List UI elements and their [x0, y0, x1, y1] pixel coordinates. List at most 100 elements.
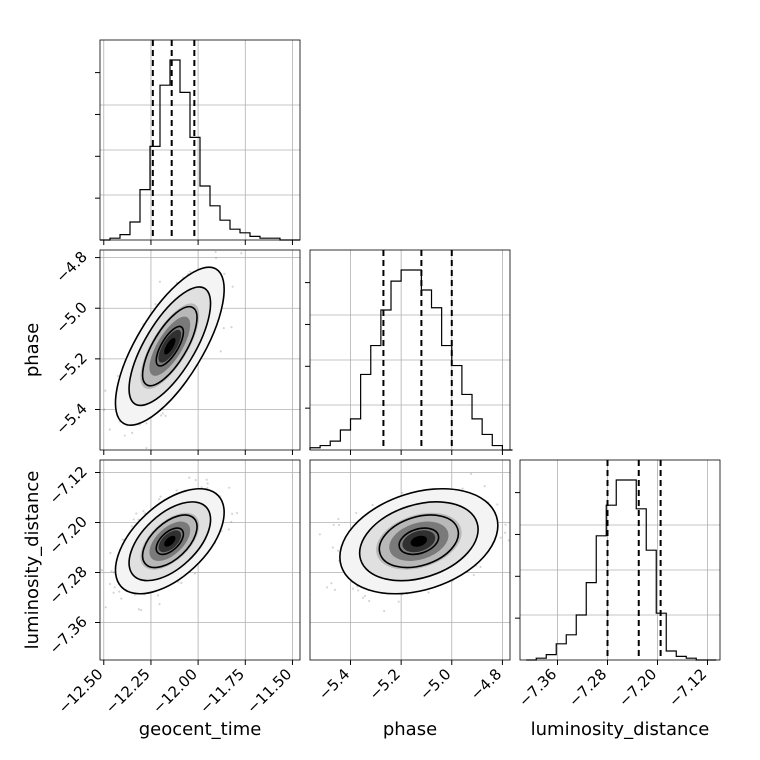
joint-panel-geocent_time__phase [95, 249, 301, 455]
hist-panel-luminosity_distance [515, 459, 721, 665]
xlabel-phase: phase [383, 719, 437, 740]
sample-point [214, 256, 218, 260]
sample-point [104, 606, 107, 609]
hist-panel-phase [305, 249, 513, 455]
sample-point [194, 478, 197, 482]
xtick-label-phase-1: −5.2 [365, 665, 403, 703]
sample-point [116, 374, 120, 378]
sample-point [230, 326, 233, 329]
sample-point [383, 609, 386, 613]
sample-point [496, 503, 499, 506]
contour-level-0 [114, 266, 225, 426]
joint-content-geocent_time__luminosity_distance [84, 476, 239, 612]
ytick-label-phase-0: −5.4 [52, 400, 90, 438]
sample-point [175, 489, 178, 492]
sample-point [104, 389, 107, 392]
sample-point [139, 609, 143, 612]
xlabel-luminosity-distance: luminosity_distance [531, 719, 710, 740]
xtick-label-luminosity_distance-2: −7.20 [615, 665, 660, 710]
sample-point [337, 517, 340, 521]
sample-point [188, 476, 191, 479]
sample-point [397, 600, 400, 603]
sample-point [193, 572, 197, 575]
sample-point [333, 588, 337, 592]
sample-point [159, 495, 162, 498]
sample-point [306, 518, 308, 520]
sample-point [161, 412, 164, 415]
sample-point [137, 608, 140, 611]
ytick-label-luminosity_distance-0: −7.36 [46, 613, 91, 658]
sample-point [154, 302, 157, 306]
sample-point [504, 523, 507, 526]
hist-frame-luminosity_distance [519, 459, 721, 661]
sample-point [371, 503, 374, 507]
contour-level-0 [339, 487, 499, 595]
sample-point [214, 250, 217, 254]
joint-panel-geocent_time__luminosity_distance [84, 459, 301, 665]
sample-point [357, 589, 360, 592]
sample-point [361, 596, 365, 600]
contour-level-3 [155, 527, 185, 556]
sample-point [401, 491, 404, 494]
sample-point [227, 528, 230, 531]
xtick-label-phase-0: −5.4 [315, 665, 353, 703]
sample-point [120, 597, 123, 600]
contour-level-3 [155, 325, 185, 367]
sample-point [188, 270, 192, 273]
sample-point [331, 546, 334, 549]
sample-point [318, 533, 321, 536]
ytick-label-luminosity_distance-3: −7.12 [46, 463, 91, 508]
ytick-label-phase-1: −5.2 [52, 349, 90, 387]
sample-point [113, 586, 116, 589]
sample-point [512, 527, 514, 529]
sample-point [336, 549, 340, 552]
xtick-label-phase-3: −4.8 [467, 665, 505, 703]
sample-point [479, 565, 482, 569]
sample-point [142, 510, 145, 513]
sample-point [112, 571, 115, 574]
sample-point [156, 451, 158, 453]
joint-frame-geocent_time__phase [99, 249, 301, 451]
sample-point [507, 539, 510, 542]
ytick-label-luminosity_distance-1: −7.28 [46, 563, 91, 608]
sample-point [121, 538, 124, 541]
joint-frame-geocent_time__luminosity_distance [99, 459, 301, 661]
sample-point [472, 573, 475, 577]
sample-point [112, 591, 115, 594]
sample-point [427, 591, 430, 594]
sample-point [230, 520, 233, 523]
xtick-label-geocent_time-2: −12.00 [149, 665, 201, 717]
sample-point [483, 485, 486, 488]
sample-point [355, 511, 358, 515]
sample-point [368, 599, 371, 603]
joint-panel-phase__luminosity_distance [306, 459, 514, 665]
sample-point [131, 431, 134, 434]
sample-point [100, 569, 104, 572]
sample-point [228, 486, 231, 489]
sample-point [511, 567, 513, 569]
contour-level-1 [128, 286, 212, 407]
xtick-label-geocent_time-0: −12.50 [55, 665, 107, 717]
sample-point [231, 285, 234, 288]
joint-content-geocent_time__phase [102, 250, 243, 453]
sample-point [84, 582, 86, 584]
histogram-geocent_time [100, 59, 300, 241]
joint-frame-phase__luminosity_distance [309, 459, 511, 661]
ytick-label-luminosity_distance-2: −7.20 [46, 513, 91, 558]
sample-point [102, 408, 105, 412]
ytick-label-phase-2: −5.0 [52, 298, 90, 336]
sample-point [158, 498, 161, 501]
contour-level-1 [128, 501, 212, 582]
sample-point [109, 551, 112, 555]
xtick-label-luminosity_distance-0: −7.36 [515, 665, 560, 710]
sample-point [206, 482, 209, 485]
contour-level-2 [378, 514, 460, 569]
sample-point [325, 586, 329, 589]
xtick-label-geocent_time-4: −11.50 [243, 665, 295, 717]
sample-point [205, 478, 208, 481]
sample-point [164, 414, 167, 417]
sample-point [235, 511, 239, 515]
sample-point [156, 594, 160, 597]
sample-point [230, 512, 234, 515]
